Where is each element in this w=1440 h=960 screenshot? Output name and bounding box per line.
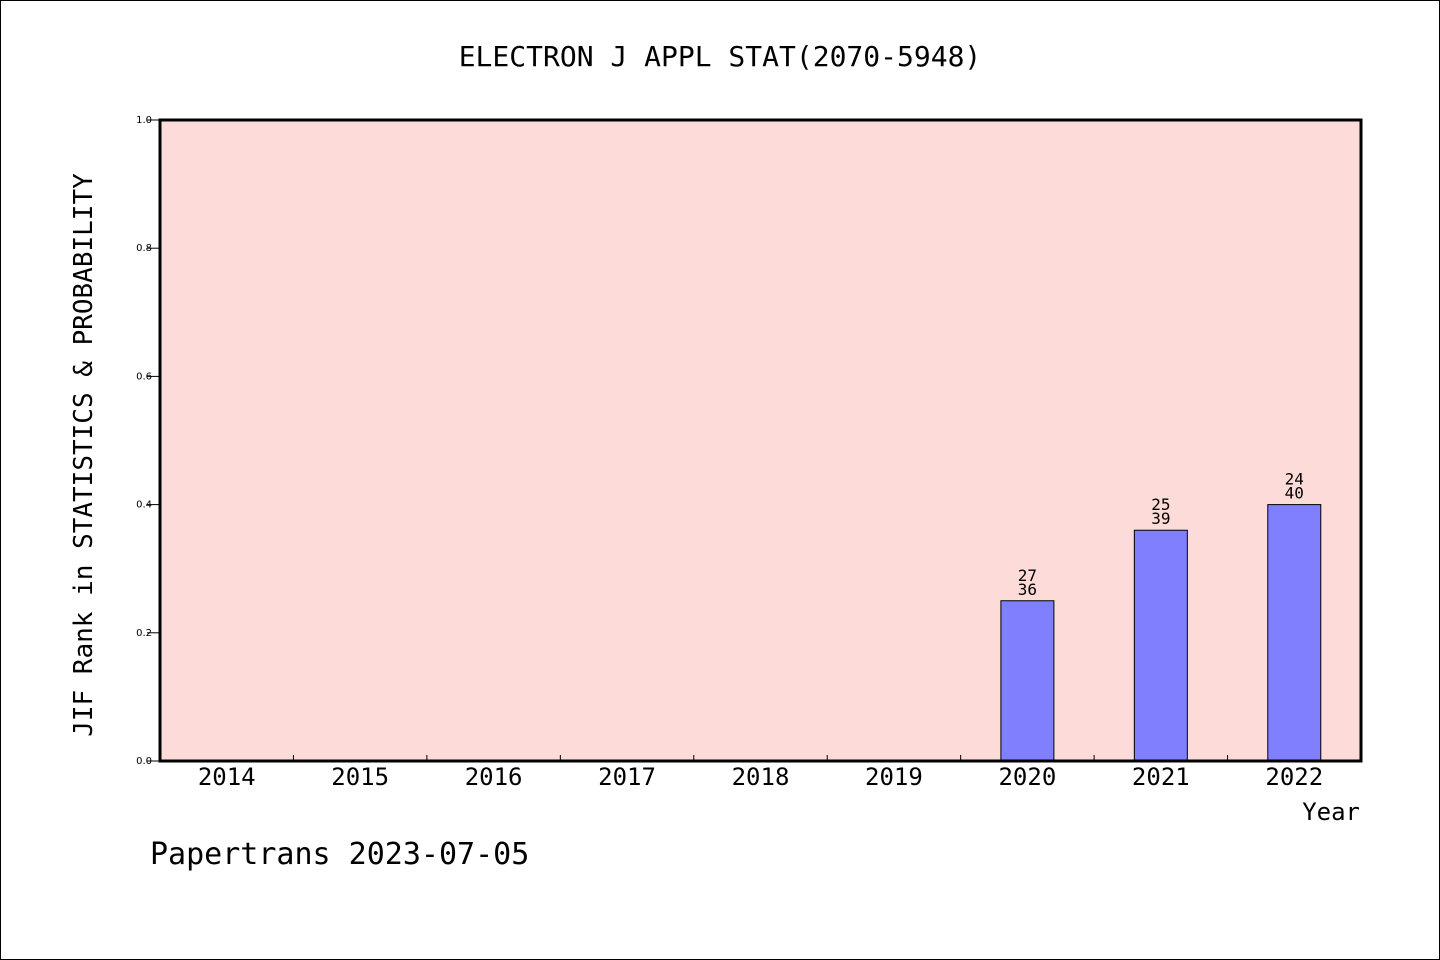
chart-title: ELECTRON J APPL STAT(2070-5948): [459, 40, 982, 73]
x-axis-label: Year: [1302, 798, 1360, 826]
bar-rank-label: 24: [1285, 470, 1304, 489]
bar-total-label: 39: [1151, 509, 1170, 528]
x-tick-label: 2019: [865, 763, 923, 791]
y-tick-label: 0.6: [136, 371, 152, 382]
footer-credit: Papertrans 2023-07-05: [150, 837, 529, 872]
y-tick-label: 0.4: [136, 500, 152, 511]
x-tick-label: 2020: [998, 763, 1056, 791]
bar-total-label: 36: [1018, 580, 1037, 599]
y-axis-label: JIF Rank in STATISTICS & PROBABILITY: [69, 173, 99, 737]
x-tick-label: 2018: [732, 763, 790, 791]
bar: [1267, 504, 1322, 762]
x-axis: 2014 2015 2016 2017 2018 2019 2020 2021 2022: [198, 755, 1323, 791]
bar-total-label: 40: [1285, 484, 1304, 503]
x-tick-label: 2014: [198, 763, 256, 791]
x-tick-label: 2015: [331, 763, 389, 791]
x-tick-label: 2022: [1265, 763, 1323, 791]
bar: [1000, 600, 1055, 762]
y-tick-label: 0.8: [136, 243, 152, 254]
y-tick-label: 0.0: [136, 756, 152, 767]
bar-rank-label: 27: [1018, 566, 1037, 585]
x-tick-label: 2017: [598, 763, 656, 791]
y-axis: 0.0 0.2 0.4 0.6 0.8 1.0: [136, 115, 160, 767]
x-tick-label: 2021: [1132, 763, 1190, 791]
bar-rank-label: 25: [1151, 495, 1170, 514]
y-tick-label: 1.0: [136, 115, 152, 126]
bar-series: [1000, 504, 1322, 762]
y-tick-label: 0.2: [136, 628, 152, 639]
bar: [1133, 529, 1188, 762]
plot-border: [158, 118, 1363, 763]
x-tick-label: 2016: [465, 763, 523, 791]
